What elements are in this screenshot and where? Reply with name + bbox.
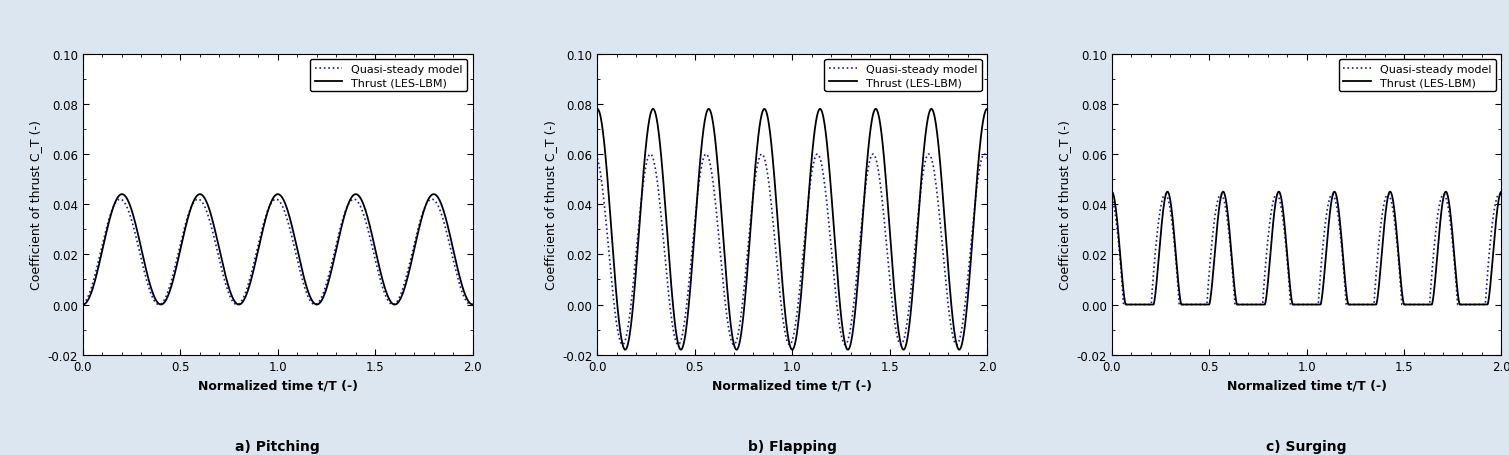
Quasi-steady model [1123,302,1141,308]
Y-axis label: Coefficient of thrust C_T (-): Coefficient of thrust C_T (-) [1058,120,1071,289]
X-axis label: Normalized time t/T (-): Normalized time t/T (-) [712,378,872,391]
Legend: Quasi-steady model, Thrust (LES-LBM): Quasi-steady model, Thrust (LES-LBM) [824,60,981,92]
Thrust (LES-LBM) [1482,283,1500,288]
Thrust (LES-LBM) [453,281,471,286]
Quasi-steady model [1482,239,1500,245]
Quasi-steady model [967,192,985,197]
Thrust (LES-LBM) [380,298,398,303]
Thrust (LES-LBM) [589,107,607,112]
Quasi-steady model [895,334,913,339]
Thrust (LES-LBM) [1123,302,1141,308]
Quasi-steady model [264,199,282,204]
Quasi-steady model [254,226,272,231]
Thrust (LES-LBM) [1409,302,1428,308]
Thrust (LES-LBM) [967,190,985,195]
X-axis label: Normalized time t/T (-): Normalized time t/T (-) [1227,378,1387,391]
Thrust (LES-LBM) [264,197,282,202]
Quasi-steady model [74,302,92,307]
Quasi-steady model [768,258,786,264]
Thrust (LES-LBM) [967,192,985,197]
Thrust (LES-LBM) [978,107,996,112]
Text: a) Pitching: a) Pitching [235,439,320,453]
Quasi-steady model [892,342,910,348]
Legend: Quasi-steady model, Thrust (LES-LBM): Quasi-steady model, Thrust (LES-LBM) [1338,60,1495,92]
Thrust (LES-LBM) [113,192,131,197]
Thrust (LES-LBM) [779,327,797,333]
Thrust (LES-LBM) [1103,190,1121,195]
Thrust (LES-LBM) [727,347,745,353]
Quasi-steady model [1103,195,1121,201]
Quasi-steady model [382,301,400,306]
Thrust (LES-LBM) [1292,302,1310,308]
Thrust (LES-LBM) [895,347,913,352]
Line: Thrust (LES-LBM): Thrust (LES-LBM) [598,110,987,350]
Quasi-steady model [978,156,996,162]
Thrust (LES-LBM) [74,302,92,308]
Thrust (LES-LBM) [1283,294,1301,299]
Quasi-steady model [1409,302,1428,308]
Quasi-steady model [1435,192,1453,197]
Line: Quasi-steady model: Quasi-steady model [1112,195,1501,305]
Thrust (LES-LBM) [768,206,786,211]
Y-axis label: Coefficient of thrust C_T (-): Coefficient of thrust C_T (-) [29,120,42,289]
Legend: Quasi-steady model, Thrust (LES-LBM): Quasi-steady model, Thrust (LES-LBM) [309,60,468,92]
Quasi-steady model [267,197,285,202]
Quasi-steady model [589,156,607,162]
Thrust (LES-LBM) [608,302,626,308]
X-axis label: Normalized time t/T (-): Normalized time t/T (-) [198,378,358,391]
Quasi-steady model [779,339,797,344]
Quasi-steady model [1115,302,1133,308]
Quasi-steady model [641,152,659,157]
Quasi-steady model [94,240,112,246]
Quasi-steady model [463,302,481,307]
Quasi-steady model [967,190,985,196]
Line: Quasi-steady model: Quasi-steady model [83,200,472,305]
Quasi-steady model [453,289,471,294]
Text: c) Surging: c) Surging [1266,439,1348,453]
Quasi-steady model [1482,237,1500,243]
Line: Quasi-steady model: Quasi-steady model [598,155,987,345]
Quasi-steady model [453,288,471,293]
Quasi-steady model [1492,195,1509,201]
Quasi-steady model [1292,302,1310,308]
Text: b) Flapping: b) Flapping [748,439,836,453]
Thrust (LES-LBM) [94,245,112,251]
Line: Thrust (LES-LBM): Thrust (LES-LBM) [83,195,472,305]
Thrust (LES-LBM) [1482,284,1500,290]
Y-axis label: Coefficient of thrust C_T (-): Coefficient of thrust C_T (-) [543,120,557,289]
Thrust (LES-LBM) [1492,190,1509,195]
Thrust (LES-LBM) [254,230,272,235]
Quasi-steady model [1283,302,1301,308]
Quasi-steady model [228,302,246,308]
Thrust (LES-LBM) [463,302,481,308]
Thrust (LES-LBM) [1117,302,1135,308]
Line: Thrust (LES-LBM): Thrust (LES-LBM) [1112,192,1501,305]
Thrust (LES-LBM) [453,282,471,287]
Quasi-steady model [608,326,626,331]
